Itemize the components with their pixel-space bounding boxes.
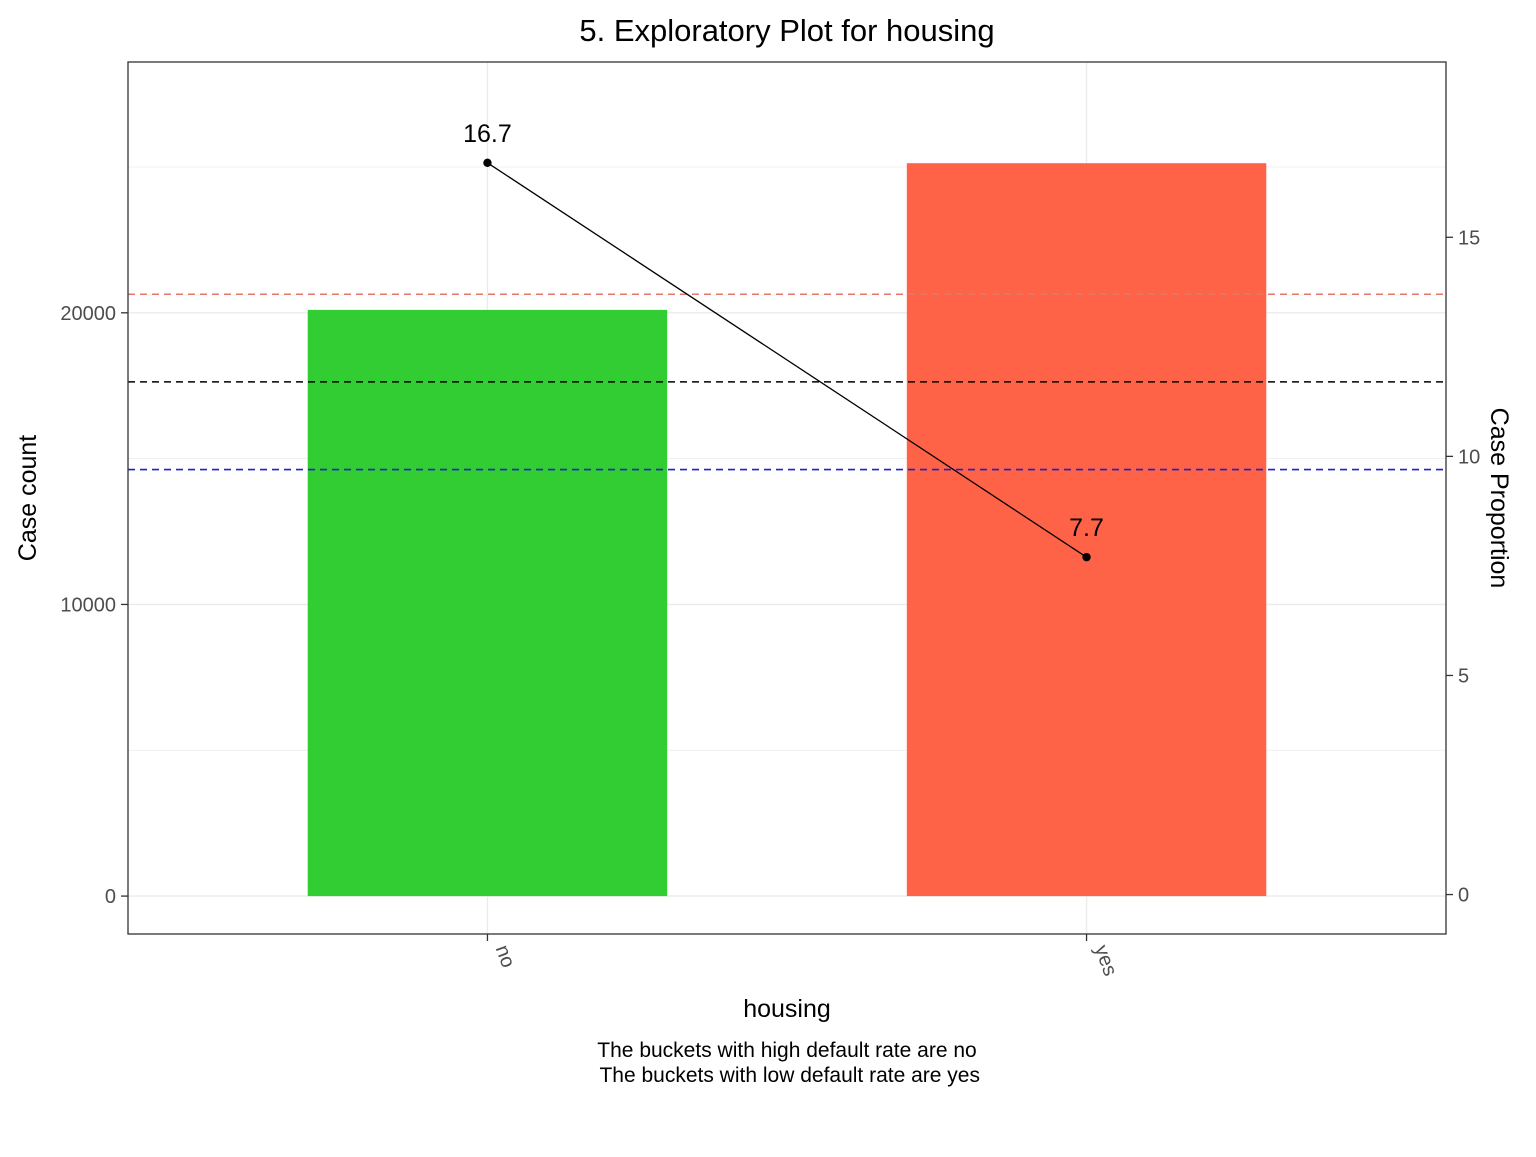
proportion-line — [487, 162, 1087, 558]
y2-tick-label: 10 — [1458, 446, 1480, 468]
y2-axis-title: Case Proportion — [1485, 408, 1513, 589]
y-tick-label: 10000 — [60, 594, 116, 616]
proportion-point-yes — [1082, 552, 1091, 562]
y2-tick-label: 0 — [1458, 885, 1469, 907]
y-tick-label: 0 — [105, 886, 116, 908]
x-axis-title: housing — [743, 995, 831, 1023]
proportion-line-layer: 16.7 7.7 — [463, 120, 1104, 562]
proportion-label-yes: 7.7 — [1069, 514, 1104, 542]
bar-yes — [906, 163, 1267, 897]
proportion-point-no — [483, 158, 492, 167]
panel-border — [127, 61, 1447, 935]
reference-lines-layer — [128, 293, 1446, 471]
y-axis-title: Case count — [14, 435, 42, 562]
y2-tick-label: 15 — [1458, 227, 1480, 249]
y-tick-label: 20000 — [60, 303, 116, 325]
proportion-label-no: 16.7 — [463, 120, 512, 148]
bars-layer — [307, 163, 1267, 897]
caption-line-1: The buckets with high default rate are n… — [597, 1039, 976, 1062]
caption-line-2: The buckets with low default rate are ye… — [594, 1064, 980, 1087]
y2-tick-label: 5 — [1458, 665, 1469, 687]
chart-title: 5. Exploratory Plot for housing — [579, 13, 994, 48]
bar-no — [307, 309, 668, 897]
